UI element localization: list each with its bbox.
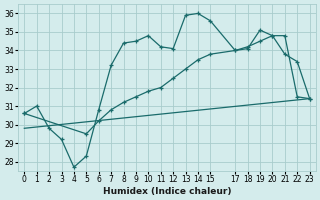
X-axis label: Humidex (Indice chaleur): Humidex (Indice chaleur): [103, 187, 231, 196]
